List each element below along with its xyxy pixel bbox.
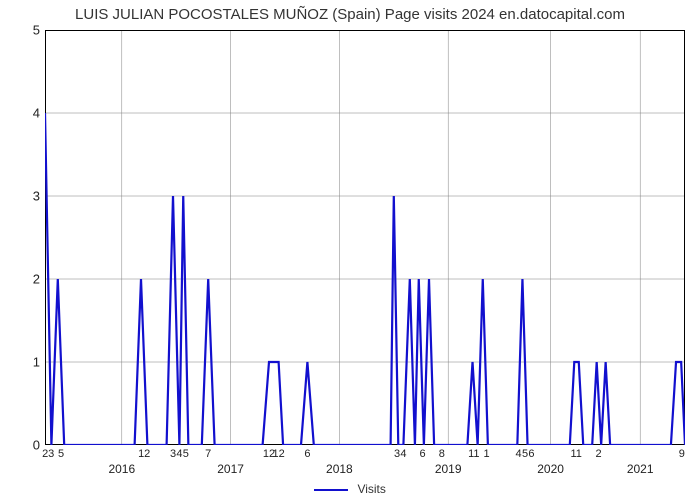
x-year-label: 2019 xyxy=(435,462,462,476)
x-year-label: 2016 xyxy=(108,462,135,476)
legend: Visits xyxy=(0,482,700,496)
legend-swatch xyxy=(314,489,348,491)
plot-area xyxy=(45,30,685,445)
x-tick-label: 8 xyxy=(439,448,445,460)
x-tick-label: 5 xyxy=(183,448,189,460)
x-tick-label: 6 xyxy=(420,448,426,460)
x-tick-label: 12 xyxy=(272,448,284,460)
y-tick-label: 2 xyxy=(33,272,40,287)
y-tick-label: 5 xyxy=(33,23,40,38)
x-tick-label: 3 xyxy=(170,448,176,460)
legend-label: Visits xyxy=(357,482,385,496)
x-tick-label: 12 xyxy=(138,448,150,460)
x-tick-label: 4 xyxy=(176,448,182,460)
x-year-label: 2017 xyxy=(217,462,244,476)
x-year-label: 2020 xyxy=(537,462,564,476)
x-tick-label: 23 xyxy=(42,448,54,460)
x-tick-label: 6 xyxy=(528,448,534,460)
y-tick-label: 1 xyxy=(33,355,40,370)
x-tick-label: 6 xyxy=(304,448,310,460)
y-tick-label: 4 xyxy=(33,106,40,121)
x-tick-label: 9 xyxy=(679,448,685,460)
x-tick-label: 4 xyxy=(400,448,406,460)
x-tick-label: 3 xyxy=(394,448,400,460)
plot-svg xyxy=(45,30,685,445)
x-year-label: 2021 xyxy=(627,462,654,476)
y-tick-label: 3 xyxy=(33,189,40,204)
y-tick-label: 0 xyxy=(33,438,40,453)
x-tick-label: 11 xyxy=(570,448,581,460)
x-tick-label: 7 xyxy=(205,448,211,460)
x-tick-label: 1 xyxy=(484,448,490,460)
chart-container: LUIS JULIAN POCOSTALES MUÑOZ (Spain) Pag… xyxy=(0,0,700,500)
x-tick-label: 5 xyxy=(522,448,528,460)
x-tick-label: 4 xyxy=(516,448,522,460)
x-tick-label: 5 xyxy=(58,448,64,460)
x-year-label: 2018 xyxy=(326,462,353,476)
x-tick-label: 11 xyxy=(468,448,479,460)
chart-title: LUIS JULIAN POCOSTALES MUÑOZ (Spain) Pag… xyxy=(0,6,700,23)
x-tick-label: 2 xyxy=(596,448,602,460)
